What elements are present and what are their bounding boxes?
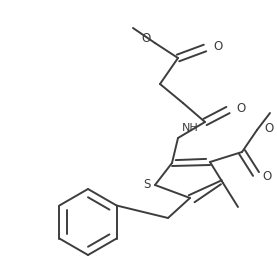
Text: O: O [262, 169, 271, 183]
Text: O: O [236, 101, 245, 114]
Text: O: O [264, 122, 273, 134]
Text: O: O [142, 32, 151, 45]
Text: S: S [143, 178, 151, 191]
Text: NH: NH [182, 123, 199, 133]
Text: O: O [213, 40, 222, 53]
